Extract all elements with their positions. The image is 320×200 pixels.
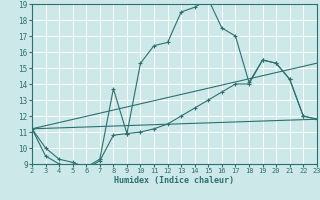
X-axis label: Humidex (Indice chaleur): Humidex (Indice chaleur) <box>115 176 234 185</box>
